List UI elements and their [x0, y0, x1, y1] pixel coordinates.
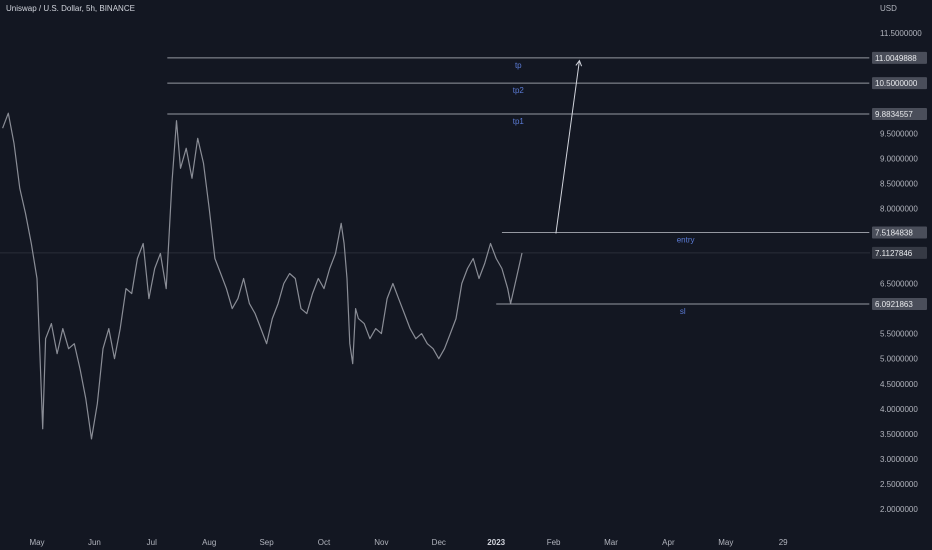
price-series-line-0 — [2, 112, 523, 440]
level-badge-tp2 — [872, 77, 927, 90]
y-tick-label-19: 11.5000000 — [880, 29, 922, 38]
x-tick-label-7: Dec — [432, 538, 446, 547]
y-tick-label-7: 5.5000000 — [880, 330, 918, 339]
y-axis[interactable]: USD 11.0049888 10.5000000 9.8834557 7.51848… — [872, 4, 927, 514]
x-tick-label-1: Jun — [88, 538, 101, 547]
x-tick-label-10: Mar — [604, 538, 618, 547]
level-label-tp: tp — [515, 61, 522, 70]
level-badge-text-tp: 11.0049888 — [875, 54, 917, 63]
y-tick-label-15: 9.5000000 — [880, 129, 918, 138]
current-price-badge-text: 7.1127846 — [875, 249, 913, 258]
levels-group: tp tp2 tp1 entry sl — [167, 57, 870, 316]
x-tick-label-8: 2023 — [487, 538, 505, 547]
arrow-group — [555, 59, 583, 234]
y-tick-label-4: 4.0000000 — [880, 405, 918, 414]
x-tick-label-3: Aug — [202, 538, 216, 547]
level-label-sl: sl — [680, 307, 686, 316]
x-tick-label-12: May — [718, 538, 733, 547]
x-tick-label-5: Oct — [318, 538, 331, 547]
level-label-tp1: tp1 — [513, 117, 525, 126]
level-badge-text-tp1: 9.8834557 — [875, 110, 913, 119]
level-badge-text-tp2: 10.5000000 — [875, 79, 918, 88]
level-badge-tp1 — [872, 108, 927, 121]
x-tick-label-4: Sep — [259, 538, 274, 547]
level-badge-text-entry: 7.5184838 — [875, 229, 913, 238]
level-label-tp2: tp2 — [513, 86, 525, 95]
level-badge-text-sl: 6.0921863 — [875, 300, 913, 309]
y-tick-label-5: 4.5000000 — [880, 380, 918, 389]
projection-arrow-head — [575, 59, 583, 67]
x-tick-label-11: Apr — [662, 538, 675, 547]
y-tick-label-3: 3.5000000 — [880, 430, 918, 439]
series-group — [2, 112, 523, 440]
x-tick-label-6: Nov — [374, 538, 388, 547]
y-tick-label-13: 8.5000000 — [880, 179, 918, 188]
y-tick-label-12: 8.0000000 — [880, 204, 918, 213]
level-badge-entry — [872, 226, 927, 239]
y-tick-label-0: 2.0000000 — [880, 505, 918, 514]
y-axis-unit-label: USD — [880, 4, 897, 13]
chart-title: Uniswap / U.S. Dollar, 5h, BINANCE — [6, 4, 135, 13]
x-tick-label-2: Jul — [147, 538, 157, 547]
y-tick-label-2: 3.0000000 — [880, 455, 918, 464]
y-tick-label-14: 9.0000000 — [880, 154, 918, 163]
level-label-entry: entry — [677, 236, 695, 245]
y-tick-label-9: 6.5000000 — [880, 280, 918, 289]
y-tick-label-1: 2.5000000 — [880, 480, 918, 489]
level-badge-sl — [872, 297, 927, 310]
current-price-badge — [872, 246, 927, 259]
x-tick-label-9: Feb — [547, 538, 561, 547]
x-axis[interactable]: May Jun Jul Aug Sep Oct Nov Dec 2023 Feb Mar Apr May… — [29, 538, 788, 547]
y-tick-label-6: 5.0000000 — [880, 355, 918, 364]
projection-arrow-line — [555, 60, 580, 234]
x-tick-label-0: May — [29, 538, 44, 547]
level-badge-tp — [872, 51, 927, 64]
x-tick-label-13: 29 — [779, 538, 788, 547]
